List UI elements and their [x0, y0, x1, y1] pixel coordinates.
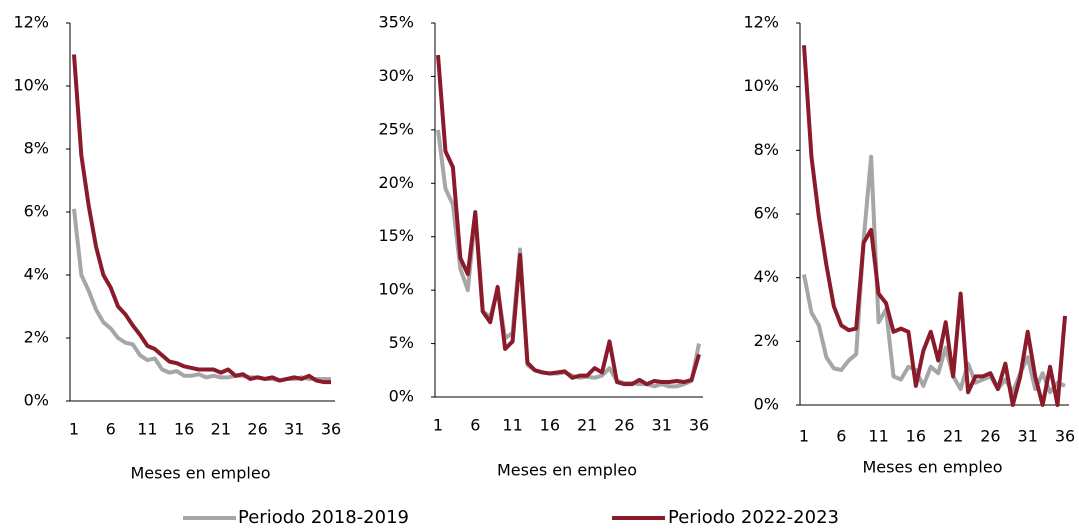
y-tick-label: 0%: [389, 387, 414, 406]
series-line: [72, 54, 331, 385]
x-tick-label: 31: [284, 420, 304, 439]
x-tick-label: 6: [470, 416, 480, 435]
y-tick-label: 4%: [754, 267, 779, 286]
y-tick-label: 35%: [378, 13, 414, 32]
y-tick-label: 25%: [378, 119, 414, 138]
y-tick-label: 6%: [754, 204, 779, 223]
x-tick-label: 26: [614, 416, 634, 435]
y-tick-label: 4%: [24, 265, 49, 284]
y-tick-label: 8%: [754, 140, 779, 159]
series-line: [436, 54, 701, 387]
y-tick-label: 30%: [378, 66, 414, 85]
x-tick-label: 16: [174, 420, 194, 439]
y-tick-label: 15%: [378, 226, 414, 245]
x-tick-label: 6: [836, 427, 846, 446]
y-tick-label: 0%: [754, 395, 779, 414]
y-tick-label: 8%: [24, 139, 49, 158]
x-tick-label: 31: [652, 416, 672, 435]
y-tick-label: 2%: [754, 331, 779, 350]
y-tick-label: 0%: [24, 391, 49, 410]
x-axis-title: Meses en empleo: [863, 458, 1003, 477]
x-tick-label: 11: [868, 427, 888, 446]
y-tick-label: 2%: [24, 328, 49, 347]
y-tick-label: 12%: [13, 13, 49, 32]
y-tick-label: 20%: [378, 173, 414, 192]
y-tick-label: 10%: [743, 76, 779, 95]
x-tick-label: 36: [689, 416, 709, 435]
y-tick-label: 6%: [24, 202, 49, 221]
x-tick-label: 36: [321, 420, 341, 439]
x-tick-label: 26: [980, 427, 1000, 446]
series-line: [802, 45, 1067, 407]
x-tick-label: 1: [433, 416, 443, 435]
x-tick-label: 26: [247, 420, 267, 439]
x-tick-label: 21: [943, 427, 963, 446]
x-tick-label: 1: [799, 427, 809, 446]
x-tick-label: 21: [211, 420, 231, 439]
legend-label: Periodo 2022-2023: [668, 507, 839, 528]
y-tick-label: 10%: [378, 280, 414, 299]
x-tick-label: 16: [540, 416, 560, 435]
x-tick-label: 11: [502, 416, 522, 435]
y-tick-label: 5%: [389, 333, 414, 352]
y-tick-label: 12%: [743, 13, 779, 32]
series-line: [802, 154, 1066, 395]
x-tick-label: 11: [137, 420, 157, 439]
x-tick-label: 21: [577, 416, 597, 435]
legend-label: Periodo 2018-2019: [238, 507, 409, 528]
x-tick-label: 6: [106, 420, 116, 439]
x-tick-label: 36: [1055, 427, 1075, 446]
y-tick-label: 10%: [13, 76, 49, 95]
x-tick-label: 31: [1018, 427, 1038, 446]
x-tick-label: 1: [69, 420, 79, 439]
x-tick-label: 16: [906, 427, 926, 446]
x-axis-title: Meses en empleo: [497, 461, 637, 480]
x-axis-title: Meses en empleo: [131, 464, 271, 483]
